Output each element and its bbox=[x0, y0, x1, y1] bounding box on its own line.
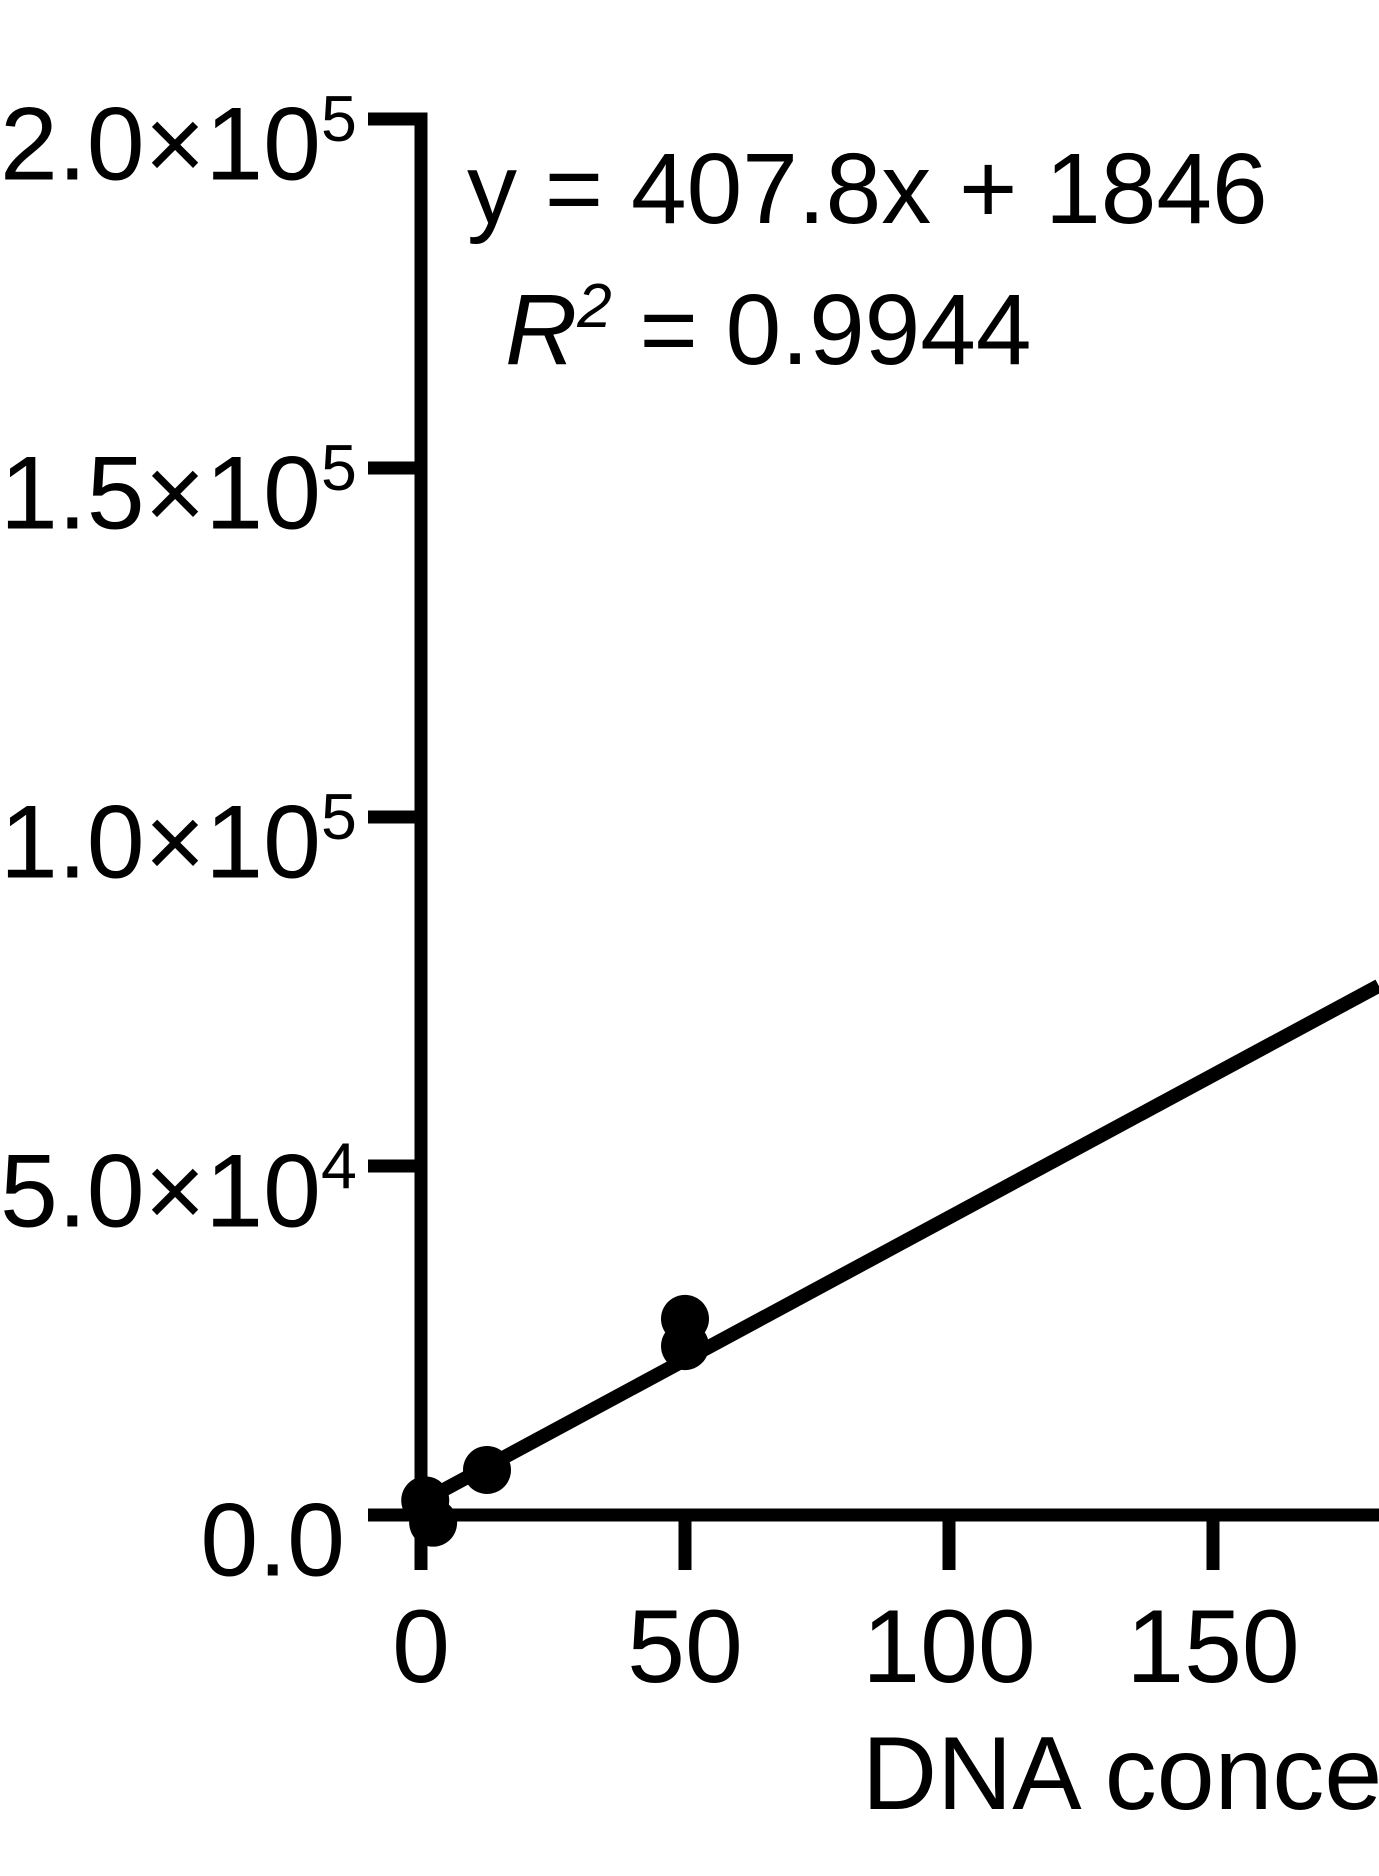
y-tick-exponent: 4 bbox=[321, 1130, 357, 1202]
y-tick-exponent: 5 bbox=[321, 83, 357, 155]
data-point bbox=[661, 1322, 709, 1371]
y-tick-label-1: 5.0×104 bbox=[0, 1104, 357, 1254]
regression-line bbox=[417, 979, 1379, 1509]
x-tick-label-100: 100 bbox=[862, 1589, 1036, 1705]
y-tick-text: 1.0×10 bbox=[0, 784, 321, 901]
x-tick-label-50: 50 bbox=[627, 1589, 743, 1705]
data-point bbox=[409, 1498, 458, 1547]
y-tick-text: 0.0 bbox=[200, 1482, 345, 1599]
y-tick-text: 2.0×10 bbox=[0, 86, 321, 203]
x-tick-label-150: 150 bbox=[1126, 1589, 1300, 1705]
y-tick-label-4: 2.0×105 bbox=[0, 57, 357, 207]
y-tick-exponent: 5 bbox=[321, 781, 357, 853]
r-symbol: R bbox=[505, 274, 578, 387]
r-exponent: 2 bbox=[577, 272, 612, 341]
y-tick-text: 5.0×10 bbox=[0, 1133, 321, 1250]
x-tick-label-0: 0 bbox=[392, 1589, 450, 1705]
y-tick-text: 1.5×10 bbox=[0, 435, 321, 552]
y-tick-label-2: 1.0×105 bbox=[0, 755, 357, 905]
y-tick-label-3: 1.5×105 bbox=[0, 406, 357, 556]
r-squared-rest: = 0.9944 bbox=[611, 274, 1032, 387]
y-tick-exponent: 5 bbox=[321, 432, 357, 504]
data-point bbox=[463, 1445, 511, 1494]
x-axis-title: DNA concentration bbox=[862, 1716, 1379, 1832]
fit-equation: y = 407.8x + 1846 bbox=[467, 133, 1268, 245]
y-tick-label-0: 0.0 bbox=[0, 1453, 345, 1603]
r-squared-value: R2 = 0.9944 bbox=[505, 248, 1032, 389]
